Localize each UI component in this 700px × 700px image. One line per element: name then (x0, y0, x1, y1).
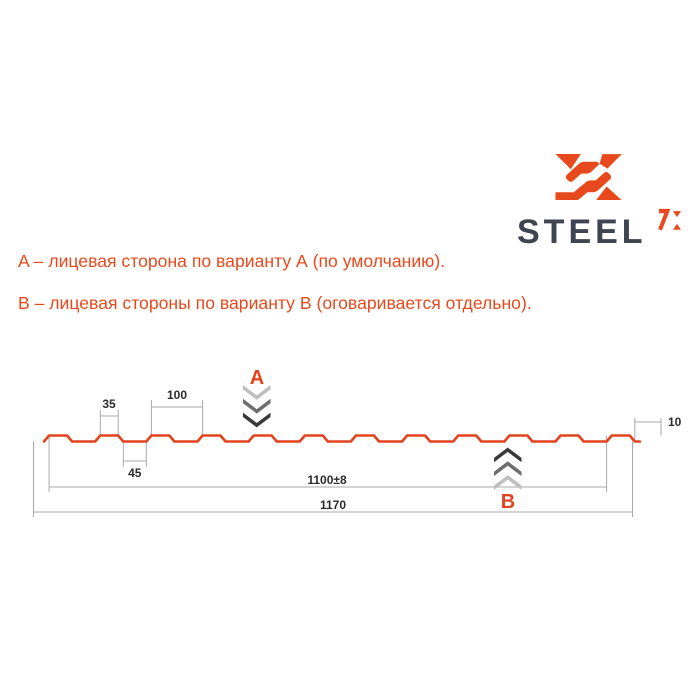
svg-text:A: A (250, 367, 264, 389)
svg-text:1100±8: 1100±8 (307, 473, 347, 487)
svg-text:100: 100 (167, 388, 187, 402)
svg-text:B: B (501, 491, 515, 513)
svg-text:10: 10 (668, 415, 682, 429)
svg-text:45: 45 (128, 466, 142, 480)
svg-text:1170: 1170 (320, 498, 346, 512)
svg-text:35: 35 (102, 397, 116, 411)
